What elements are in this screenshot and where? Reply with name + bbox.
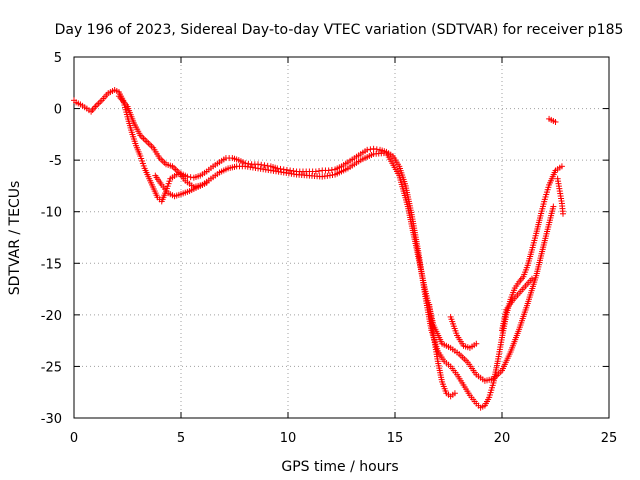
x-tick-label: 25 — [601, 431, 618, 446]
data-points — [71, 87, 566, 411]
data-point — [264, 162, 271, 169]
x-tick-label: 15 — [387, 431, 404, 446]
plot-frame — [73, 56, 610, 419]
data-point — [558, 163, 565, 170]
data-point — [328, 166, 335, 173]
chart-title: Day 196 of 2023, Sidereal Day-to-day VTE… — [55, 22, 624, 38]
data-point — [373, 146, 380, 153]
data-point — [287, 167, 294, 174]
grid-lines — [74, 57, 609, 418]
y-tick-label: -15 — [41, 257, 62, 272]
data-point — [528, 275, 535, 282]
x-axis-label: GPS time / hours — [281, 459, 398, 475]
data-point — [184, 173, 191, 180]
y-tick-label: -30 — [41, 412, 62, 427]
x-tick-label: 5 — [177, 431, 185, 446]
y-tick-label: -5 — [49, 154, 62, 169]
x-tick-label: 20 — [494, 431, 511, 446]
data-point — [451, 390, 458, 397]
y-axis-label: SDTVAR / TECUs — [7, 181, 23, 296]
data-point — [370, 145, 377, 152]
data-point — [245, 160, 252, 167]
y-axis-ticks: 5 0 -5 -10 -15 -20 -25 -30 — [41, 51, 609, 427]
data-point — [364, 146, 371, 153]
x-axis-ticks: 0 5 10 15 20 25 — [70, 57, 617, 446]
data-point — [325, 167, 332, 174]
data-point — [283, 166, 290, 173]
y-tick-label: -25 — [41, 360, 62, 375]
data-point — [367, 146, 374, 153]
data-point — [274, 165, 281, 172]
data-point — [552, 118, 559, 125]
x-tick-label: 10 — [280, 431, 297, 446]
data-point — [261, 162, 268, 169]
y-tick-label: -10 — [41, 206, 62, 221]
data-point — [316, 167, 323, 174]
data-point — [559, 210, 566, 217]
data-point — [187, 174, 194, 181]
data-point — [312, 168, 319, 175]
y-tick-label: 5 — [54, 51, 62, 66]
data-point — [550, 203, 557, 210]
data-point — [203, 179, 210, 186]
y-tick-label: -20 — [41, 309, 62, 324]
x-tick-label: 0 — [70, 431, 78, 446]
y-tick-label: 0 — [54, 103, 62, 118]
data-point — [258, 161, 265, 168]
data-point — [473, 340, 480, 347]
